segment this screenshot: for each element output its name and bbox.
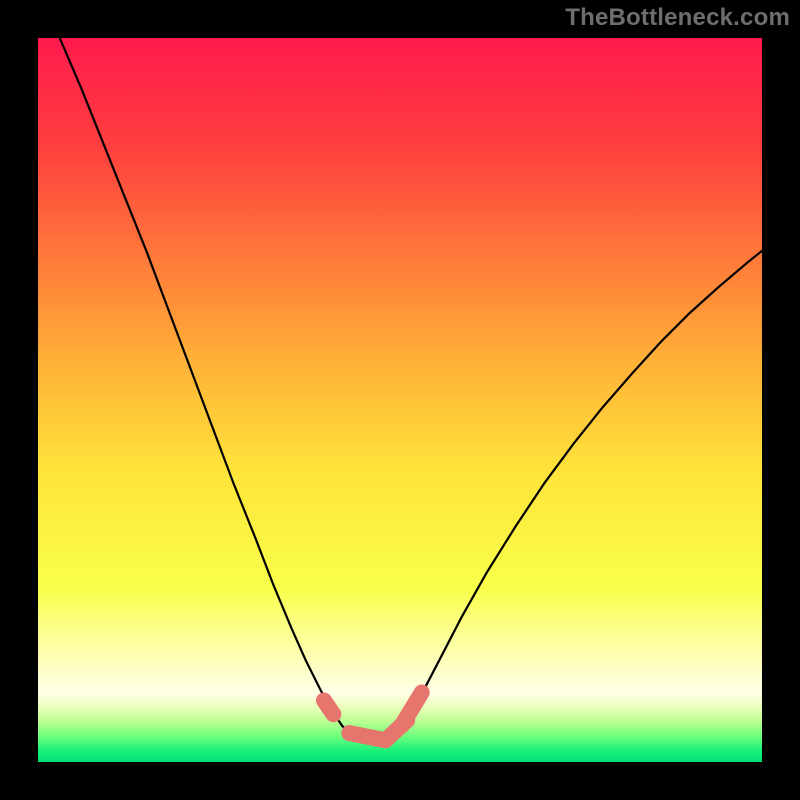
plot-svg — [38, 38, 762, 762]
plot-area — [38, 38, 762, 762]
watermark-text: TheBottleneck.com — [565, 4, 790, 32]
stage: TheBottleneck.com — [0, 0, 800, 800]
